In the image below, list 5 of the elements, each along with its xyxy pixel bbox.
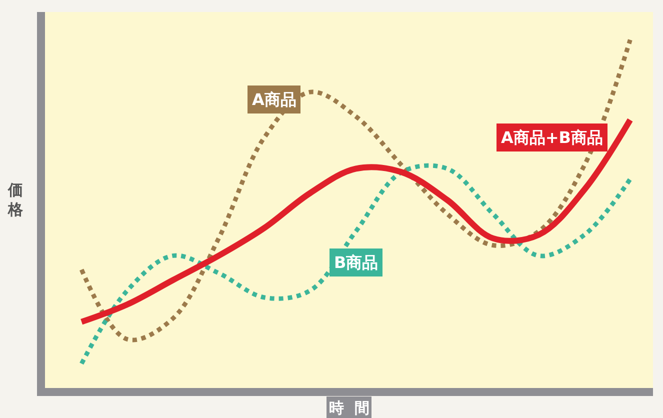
- x-axis-title: 時 間: [329, 399, 370, 417]
- y-axis-title: 価格: [7, 181, 24, 218]
- series-label: B商品: [334, 253, 378, 272]
- series-label: A商品+B商品: [501, 128, 603, 147]
- series-label: A商品: [252, 90, 296, 109]
